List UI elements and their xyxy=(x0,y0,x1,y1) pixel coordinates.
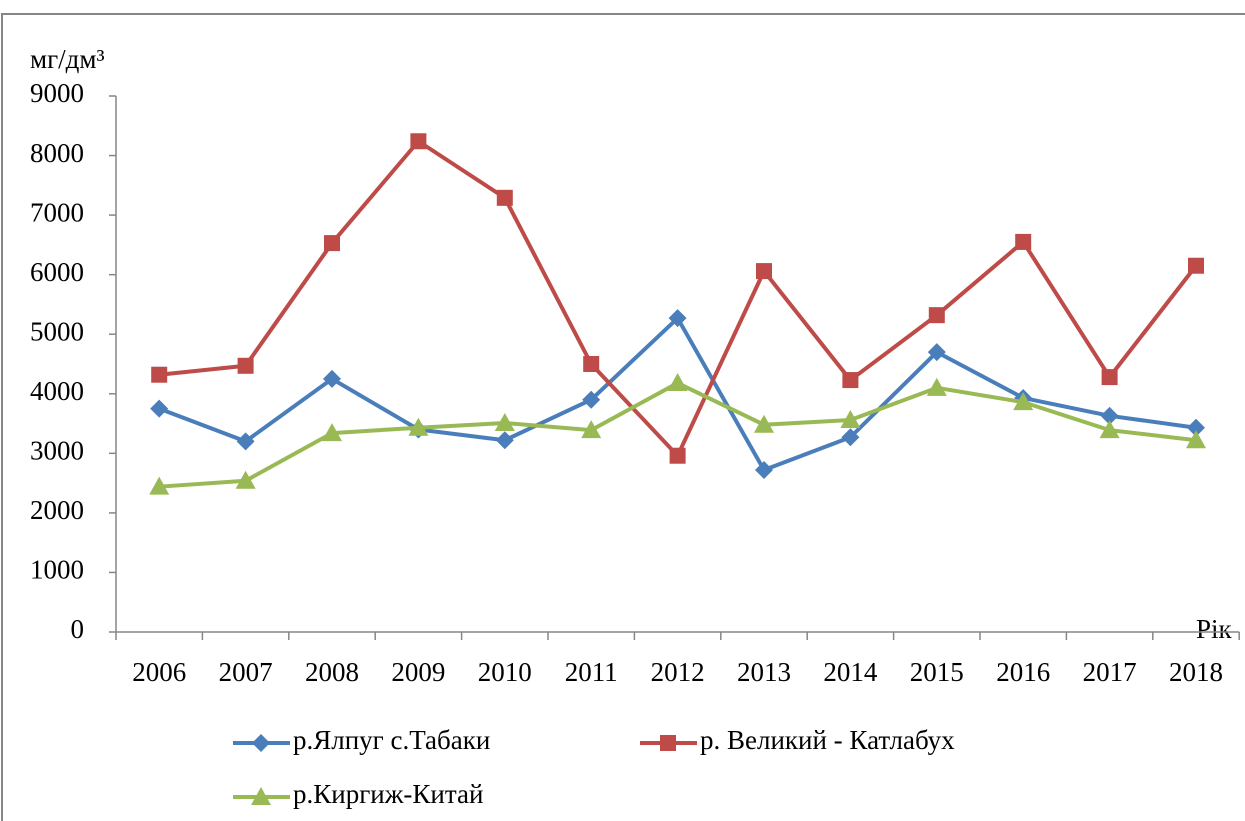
data-point xyxy=(236,432,255,451)
data-point xyxy=(150,399,169,418)
data-point xyxy=(1100,406,1119,425)
data-point xyxy=(928,307,945,324)
legend-marker xyxy=(252,734,270,752)
x-axis-label: Рік xyxy=(1196,614,1233,644)
data-point xyxy=(1187,418,1205,437)
x-tick-label: 2010 xyxy=(478,657,532,687)
data-point xyxy=(1099,420,1120,439)
data-point xyxy=(322,423,342,442)
data-point xyxy=(1013,392,1034,411)
data-point xyxy=(840,409,861,428)
x-tick-label: 2016 xyxy=(996,657,1050,687)
x-tick-label: 2013 xyxy=(737,657,791,687)
series-line xyxy=(158,316,1197,473)
y-tick-label: 1000 xyxy=(30,555,84,585)
y-tick-label: 2000 xyxy=(30,495,84,525)
data-point xyxy=(756,263,772,280)
chart-border xyxy=(1,13,1245,821)
legend-label: р.Ялпуг с.Табаки xyxy=(293,725,490,755)
data-point xyxy=(927,343,946,362)
y-axis-label: мг/дм³ xyxy=(30,44,105,74)
y-tick-label: 5000 xyxy=(30,316,84,346)
data-point xyxy=(1186,430,1206,449)
data-point xyxy=(1015,233,1032,250)
data-point xyxy=(1188,257,1204,274)
x-tick-label: 2008 xyxy=(305,657,359,687)
x-tick-label: 2017 xyxy=(1083,657,1137,687)
data-point xyxy=(494,412,515,431)
data-point xyxy=(668,309,687,328)
y-tick-label: 8000 xyxy=(30,138,84,168)
data-point xyxy=(324,235,340,252)
data-point xyxy=(842,372,859,389)
data-point xyxy=(1101,369,1118,386)
x-tick-label: 2009 xyxy=(391,657,445,687)
legend-label: р.Киргиж-Китай xyxy=(293,779,483,809)
data-point xyxy=(583,356,600,372)
data-point xyxy=(149,476,170,495)
data-point xyxy=(495,431,514,450)
data-point xyxy=(582,390,601,409)
x-tick-label: 2018 xyxy=(1169,657,1223,687)
legend-marker xyxy=(251,787,271,805)
data-point xyxy=(235,470,256,489)
data-point xyxy=(151,366,168,383)
y-tick-label: 9000 xyxy=(30,78,84,108)
legend-label: р. Великий - Катлабух xyxy=(700,725,955,755)
x-tick-label: 2011 xyxy=(565,657,618,687)
series-line xyxy=(159,381,1197,489)
data-point xyxy=(496,189,513,206)
data-point xyxy=(237,357,254,374)
data-point xyxy=(754,414,774,433)
y-tick-label: 0 xyxy=(71,614,85,644)
y-tick-label: 3000 xyxy=(30,436,84,466)
data-point xyxy=(323,369,341,388)
x-tick-label: 2014 xyxy=(823,657,878,687)
data-point xyxy=(926,377,947,396)
x-tick-label: 2012 xyxy=(651,657,705,687)
x-tick-label: 2006 xyxy=(132,657,186,687)
legend-marker xyxy=(660,735,676,751)
data-point xyxy=(841,428,860,447)
data-point xyxy=(408,417,429,436)
y-tick-label: 7000 xyxy=(30,197,84,227)
data-point xyxy=(581,420,602,439)
x-tick-label: 2015 xyxy=(910,657,964,687)
data-point xyxy=(755,461,773,480)
data-point xyxy=(410,133,427,150)
y-tick-label: 6000 xyxy=(30,257,84,287)
data-point xyxy=(667,373,688,392)
data-point xyxy=(669,447,686,464)
x-tick-label: 2007 xyxy=(219,657,273,687)
y-tick-label: 4000 xyxy=(30,376,84,406)
